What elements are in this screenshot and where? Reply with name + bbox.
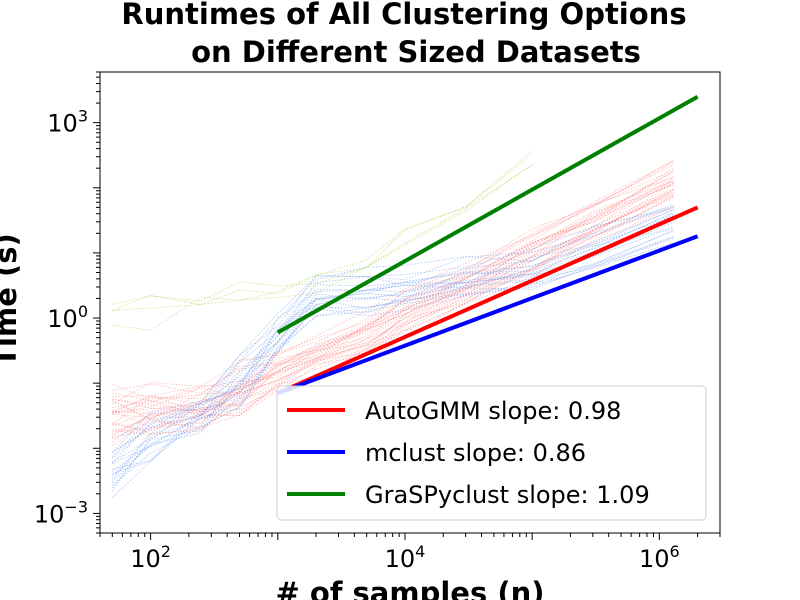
y-tick-exponent: 3 bbox=[78, 107, 88, 126]
chart-title: Runtimes of All Clustering Options on Di… bbox=[121, 0, 686, 69]
run-trace-autogmm bbox=[112, 161, 674, 400]
legend-label-0: AutoGMM slope: 0.98 bbox=[365, 397, 621, 425]
run-trace-autogmm bbox=[112, 167, 675, 414]
axes bbox=[93, 71, 721, 540]
run-trace-mclust bbox=[112, 229, 674, 472]
run-trace-mclust bbox=[112, 203, 674, 453]
run-trace-autogmm bbox=[112, 175, 674, 418]
y-tick-exponent: −3 bbox=[64, 497, 88, 516]
y-tick-label-2: 103 bbox=[47, 107, 88, 138]
run-trace-mclust bbox=[112, 209, 674, 464]
run-trace-autogmm bbox=[112, 183, 674, 413]
legend: AutoGMM slope: 0.98 mclust slope: 0.86 Gra… bbox=[276, 385, 707, 521]
legend-label-2: GraSPyclust slope: 1.09 bbox=[365, 481, 650, 509]
run-trace-mclust bbox=[112, 236, 674, 498]
run-trace-autogmm bbox=[112, 182, 674, 420]
plot-frame bbox=[99, 71, 721, 534]
run-trace-autogmm bbox=[112, 195, 674, 428]
run-trace-mclust bbox=[112, 237, 674, 474]
run-trace-mclust bbox=[112, 211, 674, 459]
run-trace-autogmm bbox=[112, 170, 674, 414]
y-axis-label: Time (s) bbox=[0, 233, 23, 366]
run-trace-autogmm bbox=[112, 180, 674, 409]
run-trace-graspyclust bbox=[112, 164, 533, 305]
x-tick-exponent: 4 bbox=[415, 542, 425, 561]
x-tick-base: 10 bbox=[639, 545, 670, 573]
y-tick-base: 10 bbox=[34, 500, 65, 528]
run-trace-autogmm bbox=[112, 196, 674, 434]
run-trace-autogmm bbox=[112, 160, 674, 412]
x-tick-label-1: 104 bbox=[385, 542, 426, 573]
y-tick-base: 10 bbox=[47, 305, 78, 333]
fit-line-0 bbox=[276, 205, 699, 396]
run-trace-autogmm bbox=[112, 194, 674, 427]
run-trace-autogmm bbox=[112, 184, 674, 425]
legend-box bbox=[276, 385, 707, 521]
x-tick-base: 10 bbox=[130, 545, 161, 573]
x-axis-label: # of samples (n) bbox=[276, 576, 545, 600]
run-trace-mclust bbox=[112, 205, 674, 454]
run-trace-autogmm bbox=[112, 177, 674, 415]
x-tick-label-0: 102 bbox=[130, 542, 171, 573]
run-trace-autogmm bbox=[112, 195, 674, 438]
x-tick-base: 10 bbox=[385, 545, 416, 573]
run-trace-autogmm bbox=[112, 180, 674, 416]
run-trace-mclust bbox=[112, 242, 674, 483]
run-trace-autogmm bbox=[112, 190, 674, 432]
y-tick-base: 10 bbox=[47, 110, 78, 138]
x-tick-exponent: 2 bbox=[161, 542, 171, 561]
title-line-2: on Different Sized Datasets bbox=[191, 35, 641, 69]
run-trace-autogmm bbox=[112, 169, 674, 394]
y-tick-exponent: 0 bbox=[78, 302, 88, 321]
legend-label-1: mclust slope: 0.86 bbox=[365, 439, 586, 467]
run-trace-mclust bbox=[112, 208, 674, 453]
fit-lines-layer bbox=[276, 95, 699, 396]
run-trace-autogmm bbox=[112, 159, 675, 405]
run-trace-graspyclust bbox=[112, 154, 533, 311]
fit-line-1 bbox=[277, 234, 699, 396]
title-line-1: Runtimes of All Clustering Options bbox=[121, 0, 686, 31]
x-tick-label-2: 106 bbox=[639, 542, 680, 573]
x-tick-exponent: 6 bbox=[670, 542, 680, 561]
run-trace-mclust bbox=[112, 208, 674, 443]
run-trace-graspyclust bbox=[112, 164, 533, 331]
run-trace-mclust bbox=[111, 230, 674, 492]
fit-line-2 bbox=[276, 95, 699, 335]
run-trace-autogmm bbox=[112, 171, 674, 414]
y-tick-label-1: 100 bbox=[47, 302, 88, 333]
y-tick-label-0: 10−3 bbox=[34, 497, 88, 528]
run-trace-graspyclust bbox=[112, 150, 533, 311]
